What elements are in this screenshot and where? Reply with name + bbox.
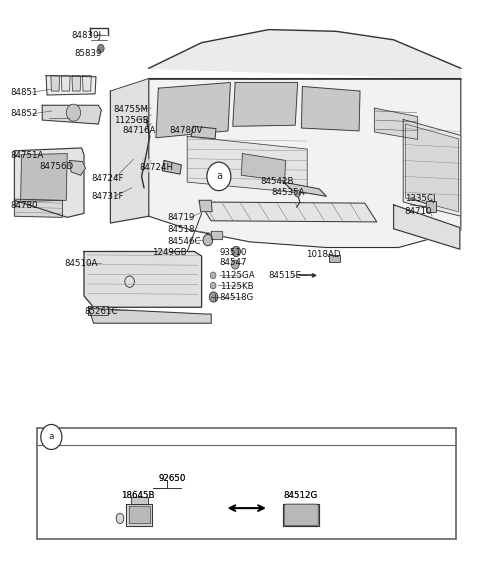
Text: 84780V: 84780V xyxy=(169,126,203,135)
Text: 84716A: 84716A xyxy=(122,126,156,135)
Text: 84755M: 84755M xyxy=(114,105,149,114)
Text: 84518G: 84518G xyxy=(220,292,254,302)
Text: a: a xyxy=(48,432,54,442)
Polygon shape xyxy=(89,308,211,323)
Circle shape xyxy=(232,246,240,257)
Circle shape xyxy=(295,190,300,197)
Text: 84710: 84710 xyxy=(405,207,432,216)
Text: 92650: 92650 xyxy=(158,474,186,483)
Text: 1018AD: 1018AD xyxy=(306,250,341,259)
Bar xyxy=(329,255,340,262)
Text: 1249GB: 1249GB xyxy=(152,248,186,257)
Polygon shape xyxy=(199,200,212,212)
Polygon shape xyxy=(84,251,202,307)
Circle shape xyxy=(209,292,218,302)
Text: 84510A: 84510A xyxy=(65,259,98,268)
Polygon shape xyxy=(283,504,319,526)
Polygon shape xyxy=(158,249,168,255)
Text: 1125KB: 1125KB xyxy=(220,282,253,291)
Polygon shape xyxy=(42,105,101,124)
Polygon shape xyxy=(301,86,360,131)
Polygon shape xyxy=(51,76,60,91)
Text: 84512G: 84512G xyxy=(283,491,317,500)
Polygon shape xyxy=(187,137,307,193)
Polygon shape xyxy=(211,231,222,239)
Polygon shape xyxy=(403,119,461,216)
Text: 84512G: 84512G xyxy=(283,491,317,500)
Text: 18645B: 18645B xyxy=(121,491,155,500)
Text: 84751A: 84751A xyxy=(11,151,44,160)
Circle shape xyxy=(231,260,239,269)
Text: 84515E: 84515E xyxy=(269,271,302,281)
Polygon shape xyxy=(374,108,418,139)
Polygon shape xyxy=(394,205,460,249)
Polygon shape xyxy=(14,148,84,217)
Polygon shape xyxy=(110,79,149,223)
Polygon shape xyxy=(283,182,326,196)
Text: 1125GA: 1125GA xyxy=(220,271,254,281)
Text: 84780: 84780 xyxy=(11,201,38,211)
Polygon shape xyxy=(191,126,216,139)
Polygon shape xyxy=(233,83,298,126)
Bar xyxy=(37,428,456,539)
Text: 84851: 84851 xyxy=(11,88,38,97)
Text: 18645B: 18645B xyxy=(121,491,155,500)
Polygon shape xyxy=(142,158,151,172)
Polygon shape xyxy=(406,124,458,212)
Text: 84724F: 84724F xyxy=(91,174,124,183)
Text: 84542B: 84542B xyxy=(261,177,294,186)
Text: 84852: 84852 xyxy=(11,109,38,118)
Text: 84518: 84518 xyxy=(167,225,194,234)
Polygon shape xyxy=(14,199,62,217)
Text: 84535A: 84535A xyxy=(271,188,305,197)
Circle shape xyxy=(41,424,62,450)
Polygon shape xyxy=(21,154,67,201)
FancyBboxPatch shape xyxy=(284,504,318,526)
Polygon shape xyxy=(241,154,286,181)
Text: 1335CJ: 1335CJ xyxy=(405,193,435,203)
Polygon shape xyxy=(70,160,85,175)
Text: 84719: 84719 xyxy=(167,213,194,222)
Text: 84546C: 84546C xyxy=(167,237,201,246)
Circle shape xyxy=(207,162,231,191)
Polygon shape xyxy=(149,30,461,79)
Polygon shape xyxy=(126,504,152,526)
Polygon shape xyxy=(129,506,150,523)
Polygon shape xyxy=(162,160,181,174)
Polygon shape xyxy=(149,79,461,248)
Polygon shape xyxy=(61,76,70,91)
Text: 84724H: 84724H xyxy=(139,163,173,172)
Ellipse shape xyxy=(116,513,124,523)
Text: 1125GB: 1125GB xyxy=(114,116,148,125)
Text: 93510: 93510 xyxy=(220,248,247,257)
Circle shape xyxy=(210,282,216,289)
Circle shape xyxy=(97,44,104,52)
Polygon shape xyxy=(199,202,377,222)
Circle shape xyxy=(66,104,81,121)
Text: 84830J: 84830J xyxy=(71,31,101,40)
Text: 85261C: 85261C xyxy=(84,307,118,316)
Polygon shape xyxy=(156,83,230,138)
Polygon shape xyxy=(72,76,81,91)
Polygon shape xyxy=(46,76,96,95)
Text: 84547: 84547 xyxy=(220,258,247,267)
Polygon shape xyxy=(88,306,108,315)
Polygon shape xyxy=(312,274,316,277)
Text: 84731F: 84731F xyxy=(91,192,124,201)
Text: a: a xyxy=(216,171,222,182)
Polygon shape xyxy=(131,497,148,504)
Circle shape xyxy=(203,234,213,246)
Bar xyxy=(426,201,436,212)
Text: 92650: 92650 xyxy=(158,474,186,483)
Text: 85839: 85839 xyxy=(74,49,102,58)
Circle shape xyxy=(210,272,216,279)
Text: 84756D: 84756D xyxy=(39,162,73,171)
Polygon shape xyxy=(83,76,91,91)
